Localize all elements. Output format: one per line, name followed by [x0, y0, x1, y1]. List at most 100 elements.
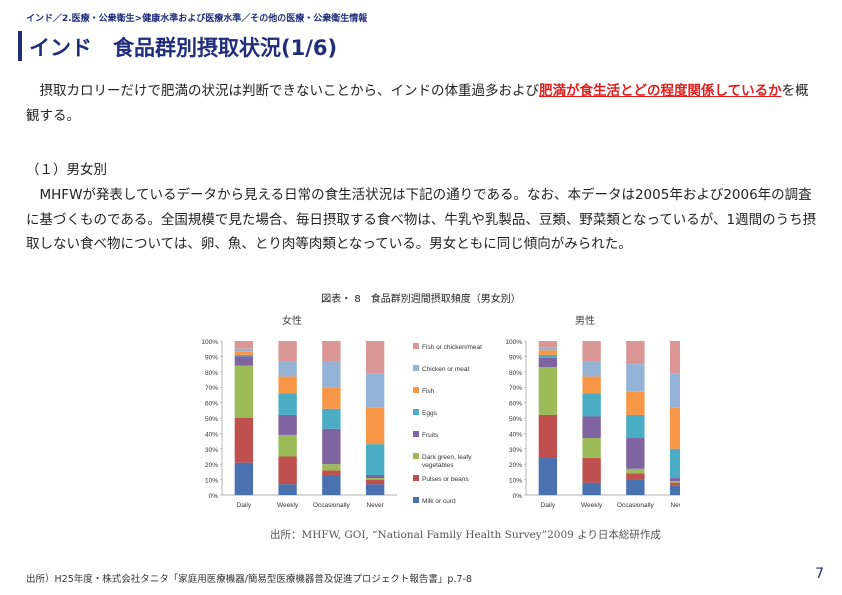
- x-tick-label: Daily: [237, 502, 252, 509]
- legend-label: Fish or chicken/meat: [422, 344, 482, 351]
- y-tick-label: 0%: [209, 493, 219, 500]
- bar-segment: [278, 414, 297, 435]
- legend-label: Chicken or meat: [422, 366, 470, 373]
- y-tick-label: 60%: [509, 401, 522, 408]
- legend-label: Milk or curd: [422, 498, 456, 505]
- y-tick-label: 40%: [205, 431, 218, 438]
- y-tick-label: 80%: [509, 370, 522, 377]
- y-tick-label: 90%: [509, 354, 522, 361]
- y-tick-label: 70%: [205, 385, 218, 392]
- bar-segment: [582, 376, 601, 394]
- chart-panel-0: 0% 10% 20% 30% 40% 50% 60% 70% 80% 90% 100% Daily We…: [201, 339, 482, 509]
- bar-segment: [538, 347, 558, 351]
- bar-segment: [626, 468, 645, 474]
- bar-segment: [582, 416, 601, 439]
- section-body: MHFWが発表しているデータから見える日常の食生活状況は下記の通りである。なお、…: [26, 187, 817, 252]
- bar-segment: [365, 484, 385, 495]
- bar-segment: [278, 393, 297, 415]
- y-tick-label: 100%: [505, 339, 522, 346]
- y-tick-label: 40%: [509, 431, 522, 438]
- legend-label: Dark green, leafy vegetables: [422, 454, 472, 469]
- y-tick-label: 10%: [205, 478, 218, 485]
- bar-segment: [365, 407, 385, 445]
- y-tick-label: 20%: [509, 462, 522, 469]
- bar-segment: [322, 341, 341, 362]
- bar-segment: [322, 464, 341, 471]
- bar-segment: [538, 341, 558, 348]
- bar-segment: [365, 444, 385, 475]
- stacked-bar-charts: 0% 10% 20% 30% 40% 50% 60% 70% 80% 90% 100% Daily We…: [201, 339, 680, 509]
- legend-label: Fruits: [422, 432, 439, 439]
- y-tick-label: 100%: [201, 339, 218, 346]
- bar-segment: [626, 438, 645, 469]
- bar-segment: [538, 414, 558, 459]
- bar-segment: [669, 373, 680, 408]
- legend-swatch: [413, 365, 419, 371]
- legend-swatch: [413, 475, 419, 481]
- y-tick-label: 0%: [513, 493, 523, 500]
- bar-segment: [278, 376, 297, 394]
- legend-swatch: [413, 453, 419, 459]
- y-tick-label: 10%: [509, 478, 522, 485]
- bar-segment: [234, 365, 254, 418]
- bar-segment: [322, 474, 341, 495]
- y-tick-label: 70%: [509, 385, 522, 392]
- bar-segment: [234, 354, 254, 357]
- bar-segment: [234, 418, 254, 463]
- y-tick-label: 30%: [205, 447, 218, 454]
- page-title: インド 食品群別摂取状況(1/6): [29, 36, 338, 60]
- footer-source: 出所）H25年度・株式会社タニタ「家庭用医療機器/簡易型医療機器普及促進プロジェ…: [26, 574, 473, 585]
- bar-segment: [626, 341, 645, 365]
- figure-source: 出所：MHFW, GOI, “National Family Health Su…: [270, 529, 661, 541]
- intro-highlight: 肥満が食生活とどの程度関係しているか: [539, 83, 782, 99]
- y-tick-label: 50%: [509, 416, 522, 423]
- y-tick-label: 30%: [509, 447, 522, 454]
- y-tick-label: 60%: [205, 401, 218, 408]
- y-tick-label: 80%: [205, 370, 218, 377]
- y-tick-label: 20%: [205, 462, 218, 469]
- bar-segment: [626, 391, 645, 415]
- x-tick-label: Daily: [541, 502, 556, 509]
- section-heading: （１）男女別: [26, 162, 107, 178]
- bar-segment: [582, 361, 601, 377]
- figure-caption: 図表・ 8 食品群別週間摂取頻度（男女別）: [321, 294, 521, 305]
- legend-swatch: [413, 497, 419, 503]
- legend-swatch: [413, 431, 419, 437]
- legend-label: Eggs: [422, 410, 438, 417]
- bar-segment: [278, 341, 297, 362]
- bar-segment: [582, 482, 601, 495]
- bar-segment: [538, 357, 558, 368]
- bar-segment: [626, 473, 645, 480]
- intro-text-end: を概観する。: [26, 83, 809, 124]
- x-tick-label: Never: [366, 502, 384, 509]
- bar-segment: [669, 481, 680, 483]
- bar-segment: [538, 458, 558, 495]
- bar-segment: [626, 479, 645, 495]
- x-tick-label: Weekly: [277, 502, 299, 509]
- bar-segment: [365, 479, 385, 485]
- legend-swatch: [413, 409, 419, 415]
- bar-segment: [538, 367, 558, 415]
- bar-segment: [278, 434, 297, 457]
- bar-segment: [626, 364, 645, 392]
- bar-segment: [234, 356, 254, 366]
- bar-segment: [582, 438, 601, 459]
- bar-segment: [582, 341, 601, 362]
- bar-segment: [365, 474, 385, 479]
- bar-segment: [234, 351, 254, 355]
- title-accent-bar: [18, 31, 22, 61]
- bar-segment: [234, 348, 254, 352]
- bar-segment: [234, 462, 254, 495]
- x-tick-label: Occasionally: [617, 502, 655, 509]
- female-chart-label: 女性: [282, 316, 302, 327]
- bar-segment: [538, 354, 558, 358]
- intro-paragraph: 摂取カロリーだけで肥満の状況は判断できないことから、インドの体重過多および肥満が…: [26, 79, 818, 128]
- bar-segment: [669, 478, 680, 482]
- legend-swatch: [413, 343, 419, 349]
- bar-segment: [538, 350, 558, 355]
- bar-segment: [278, 456, 297, 485]
- y-tick-label: 90%: [205, 354, 218, 361]
- bar-segment: [669, 485, 680, 495]
- bar-segment: [278, 361, 297, 377]
- bar-segment: [669, 407, 680, 449]
